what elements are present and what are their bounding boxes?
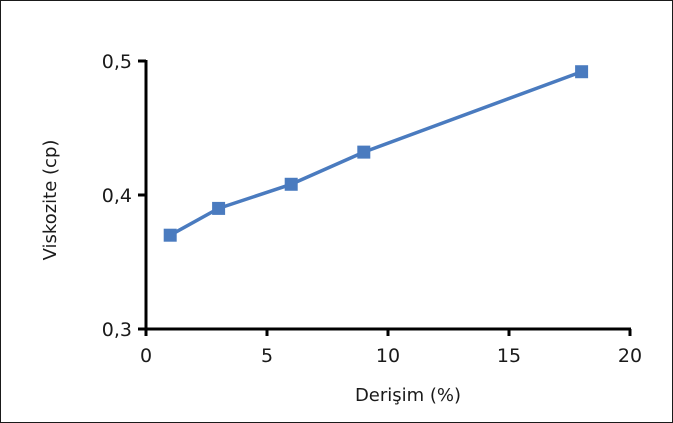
x-tick-label: 0 (140, 345, 152, 367)
data-point-marker (357, 145, 371, 159)
x-axis-title: Derişim (%) (355, 385, 461, 406)
x-tick-label: 10 (376, 345, 400, 367)
x-tick-label: 20 (618, 345, 642, 367)
y-tick-label: 0,4 (102, 185, 132, 207)
y-tick-label: 0,5 (102, 51, 132, 73)
x-tick-label: 15 (497, 345, 521, 367)
data-point-marker (212, 201, 226, 215)
data-point-marker (575, 65, 589, 79)
y-axis-ticks: 0,3 0,4 0,5 (102, 51, 146, 341)
series-line (169, 70, 583, 237)
x-axis-ticks: 0 5 10 15 20 (140, 329, 642, 367)
y-axis-title: Viskozite (cp) (40, 140, 61, 261)
x-tick-label: 5 (261, 345, 273, 367)
chart-axes (144, 60, 631, 331)
data-point-marker (284, 177, 298, 191)
y-tick-label: 0,3 (102, 319, 132, 341)
series-layer (163, 65, 589, 242)
data-point-marker (163, 228, 177, 242)
